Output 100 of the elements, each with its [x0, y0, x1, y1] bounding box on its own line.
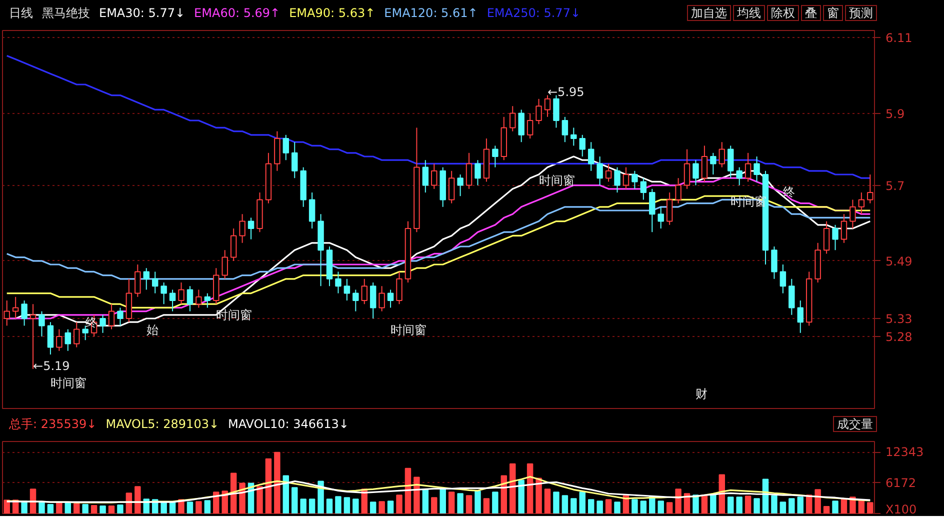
- candlestick: [614, 166, 620, 193]
- candlestick: [858, 192, 865, 215]
- candlestick: [239, 214, 246, 244]
- candlestick: [448, 170, 455, 204]
- candlestick: [74, 322, 80, 348]
- candlestick: [292, 142, 298, 179]
- candlestick: [492, 145, 498, 168]
- candlestick: [196, 289, 202, 308]
- candlestick: [823, 220, 830, 254]
- candlestick: [457, 174, 464, 197]
- candlestick: [588, 142, 594, 172]
- y-tick-label: 5.49: [886, 254, 912, 268]
- y-tick-label: 5.33: [886, 312, 912, 326]
- text: 窗: [823, 5, 843, 21]
- candlestick: [387, 289, 394, 308]
- text: 预测: [845, 5, 877, 21]
- candlestick: [422, 160, 429, 193]
- candlestick: [797, 300, 804, 334]
- candlestick: [100, 314, 106, 334]
- candlestick: [466, 152, 472, 190]
- text: 均线: [733, 5, 765, 21]
- annotation: 时间窗: [50, 376, 86, 390]
- annotation: 时间窗: [216, 308, 252, 322]
- candlestick: [64, 328, 72, 352]
- annotation: 时间窗: [390, 322, 427, 337]
- text: 加自选: [687, 5, 731, 21]
- y-tick-label: 5.7: [886, 178, 905, 193]
- candlestick: [675, 178, 682, 204]
- annotation: ←5.19: [33, 358, 70, 373]
- candlestick: [335, 271, 342, 294]
- candlestick: [736, 166, 742, 186]
- candlestick: [840, 214, 848, 244]
- candlestick: [378, 286, 385, 312]
- text: EMA90: 5.63↑: [289, 6, 376, 20]
- candlestick: [396, 271, 402, 305]
- candlestick: [117, 307, 124, 326]
- candlestick: [361, 278, 368, 305]
- candlestick: [169, 289, 176, 312]
- candlestick: [431, 163, 438, 190]
- candlestick: [21, 300, 28, 326]
- chart-subtitle: 黑马绝技: [42, 6, 90, 20]
- candlestick: [832, 224, 838, 251]
- candlestick: [544, 94, 551, 118]
- candlestick: [562, 116, 568, 143]
- candlestick: [744, 152, 752, 182]
- annotation: 始: [146, 322, 158, 337]
- text: EMA120: 5.61↑: [384, 6, 478, 20]
- candlestick: [230, 228, 237, 262]
- candlestick: [12, 296, 19, 319]
- candlestick: [143, 268, 150, 290]
- candlestick: [632, 170, 638, 190]
- candlestick: [553, 94, 560, 128]
- candlestick: [178, 282, 184, 305]
- text: 叠: [801, 5, 821, 21]
- annotation: 终: [782, 184, 795, 199]
- candlestick: [570, 127, 577, 146]
- text: 除权: [767, 5, 799, 21]
- candlestick: [160, 282, 167, 305]
- candlestick: [684, 148, 690, 190]
- candlestick: [344, 278, 350, 301]
- candlestick: [518, 109, 524, 143]
- candlestick: [771, 246, 778, 280]
- candlestick: [850, 199, 856, 229]
- candlestick: [370, 282, 376, 319]
- candlestick: [526, 112, 534, 139]
- candlestick: [134, 264, 141, 298]
- text: MAVOL10: 346613↓: [228, 417, 349, 431]
- candlestick: [666, 192, 673, 226]
- candlestick: [510, 106, 516, 132]
- text: MAVOL5: 289103↓: [106, 417, 220, 431]
- candlestick: [605, 163, 612, 182]
- candlestick: [474, 160, 481, 186]
- candlestick: [754, 156, 760, 182]
- candlestick: [579, 134, 586, 157]
- candlestick: [867, 174, 874, 204]
- candlestick: [692, 160, 699, 186]
- candlestick: [108, 304, 115, 330]
- candlestick: [204, 292, 211, 308]
- y-tick-label: 6.11: [886, 31, 912, 46]
- annotation: 时间窗: [538, 174, 575, 188]
- candlestick: [718, 142, 726, 168]
- candlestick: [47, 322, 54, 355]
- candlestick: [282, 134, 290, 161]
- candlestick: [649, 188, 656, 233]
- candlestick: [701, 145, 708, 182]
- candlestick: [38, 310, 45, 337]
- y-tick-label: X100: [886, 502, 917, 516]
- y-tick-label: 5.28: [886, 330, 912, 344]
- annotation: ←5.95: [548, 84, 584, 99]
- candlestick: [308, 192, 316, 229]
- text: EMA30: 5.77↓: [99, 6, 186, 20]
- annotation: 财: [696, 387, 708, 402]
- candlestick: [658, 206, 664, 229]
- text: 成交量: [833, 416, 877, 432]
- candlestick: [728, 145, 734, 179]
- candlestick: [4, 300, 10, 326]
- candlestick: [788, 278, 795, 316]
- candlestick: [248, 217, 254, 240]
- candlestick: [536, 98, 542, 125]
- y-tick-label: 6172: [886, 476, 916, 490]
